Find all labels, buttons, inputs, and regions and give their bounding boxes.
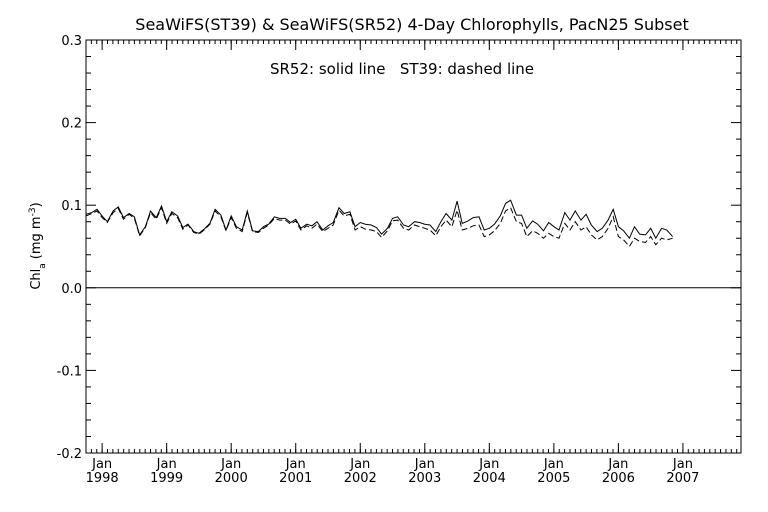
x-tick-year: 2002: [344, 471, 377, 486]
x-tick-month: Jan: [156, 457, 177, 472]
x-tick-year: 2000: [215, 471, 248, 486]
series-line-st39: [85, 206, 673, 248]
y-label-close: ): [29, 202, 44, 207]
legend-annotation: SR52: solid line ST39: dashed line: [270, 60, 534, 78]
y-tick-label: -0.1: [57, 364, 82, 379]
y-label-sub: a: [38, 263, 48, 269]
x-tick-year: 2005: [537, 471, 570, 486]
x-tick-year: 2003: [408, 471, 441, 486]
x-tick-year: 2006: [602, 471, 635, 486]
x-tick-month: Jan: [414, 457, 435, 472]
plot-frame: [85, 39, 742, 454]
x-tick-year: 2004: [473, 471, 506, 486]
y-label-main: Chl: [29, 269, 44, 290]
y-tick-label: 0.0: [61, 282, 82, 297]
series-line-sr52: [85, 199, 673, 240]
x-axis: Jan1998Jan1999Jan2000Jan2001Jan2002Jan20…: [85, 40, 738, 486]
y-label-sup: -3: [28, 207, 38, 216]
x-tick-year: 2001: [279, 471, 312, 486]
x-tick-month: Jan: [478, 457, 499, 472]
x-tick-month: Jan: [543, 457, 564, 472]
y-tick-label: 0.2: [61, 117, 82, 132]
y-axis-label: Chla (mg m-3): [28, 202, 48, 289]
x-tick-year: 2007: [666, 471, 699, 486]
x-tick-month: Jan: [91, 457, 112, 472]
chart-title: SeaWiFS(ST39) & SeaWiFS(SR52) 4-Day Chlo…: [135, 15, 688, 34]
y-tick-label: 0.1: [61, 199, 82, 214]
y-label-units: (mg m: [29, 216, 44, 259]
x-tick-year: 1999: [150, 471, 183, 486]
y-tick-label: 0.3: [61, 34, 82, 49]
x-tick-month: Jan: [349, 457, 370, 472]
x-tick-month: Jan: [607, 457, 628, 472]
x-tick-month: Jan: [220, 457, 241, 472]
x-tick-month: Jan: [672, 457, 693, 472]
series-group: [85, 199, 673, 248]
x-tick-year: 1998: [86, 471, 119, 486]
x-tick-month: Jan: [285, 457, 306, 472]
y-tick-label: -0.2: [57, 447, 82, 462]
y-axis: 0.3 0.2 0.1 0.0 -0.1 -0.2: [57, 34, 741, 462]
